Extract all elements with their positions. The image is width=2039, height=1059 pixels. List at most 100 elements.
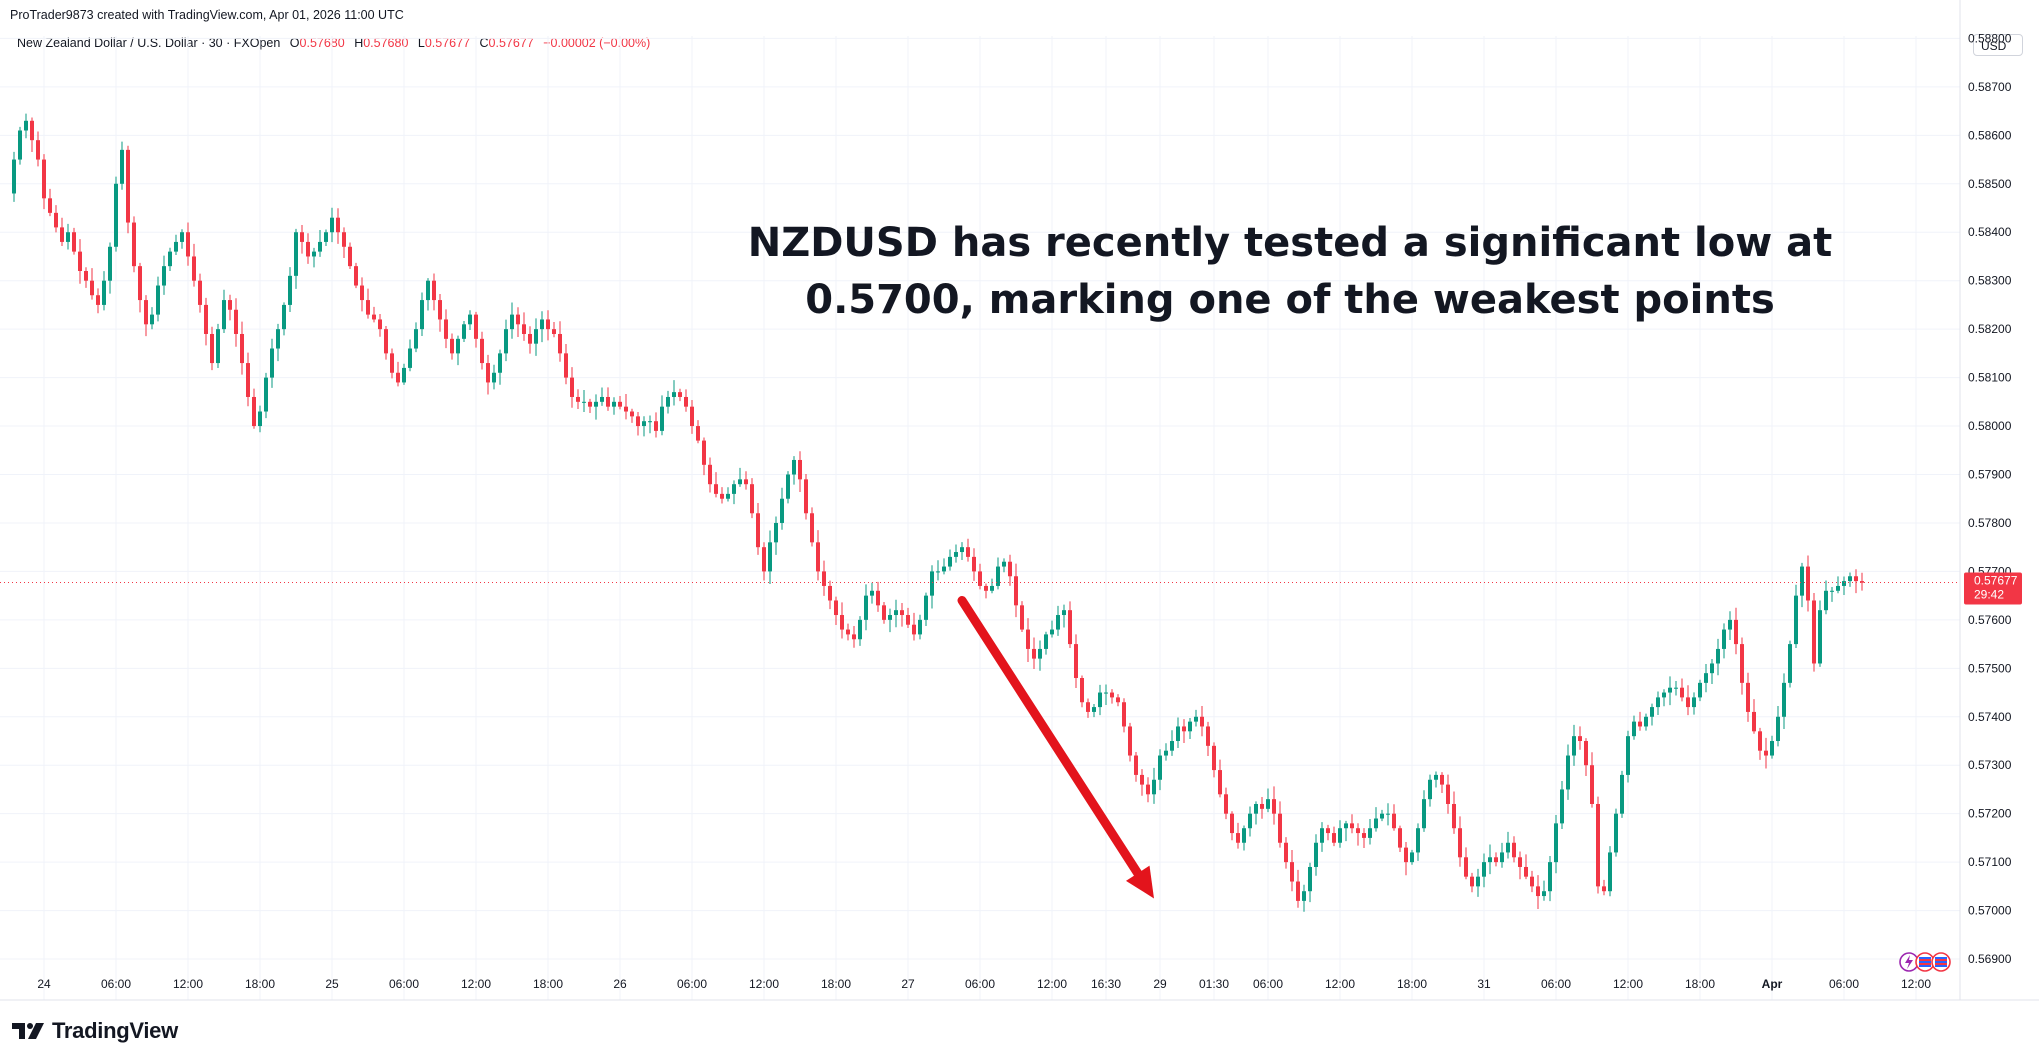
candle: [1050, 620, 1054, 638]
candle: [1278, 801, 1282, 848]
candle: [1002, 558, 1006, 573]
candle: [858, 616, 862, 646]
candle: [1008, 554, 1012, 586]
candle: [1818, 600, 1822, 667]
candle: [1812, 593, 1816, 672]
candle: [1800, 562, 1804, 608]
candle: [480, 331, 484, 370]
time-tick-label: 26: [613, 977, 627, 991]
candle: [1668, 676, 1672, 706]
candle: [1752, 699, 1756, 734]
candle: [1020, 601, 1024, 633]
time-tick-label: 24: [37, 977, 51, 991]
candle: [1716, 638, 1720, 676]
price-axis[interactable]: 0.58800 0.58700 0.58600 0.58500 0.58400 0.583…: [1968, 31, 2012, 966]
candle: [1098, 684, 1102, 716]
candle: [636, 411, 640, 436]
candle: [114, 176, 118, 252]
candle: [762, 542, 766, 581]
time-tick-label: 27: [901, 977, 915, 991]
candle: [60, 217, 64, 247]
candle: [798, 451, 802, 493]
candle: [1086, 698, 1090, 718]
candle: [240, 321, 244, 375]
symbol-name[interactable]: New Zealand Dollar / U.S. Dollar · 30 · …: [17, 36, 281, 50]
candle: [450, 333, 454, 360]
candle: [1530, 870, 1534, 893]
candle: [1728, 611, 1732, 640]
candle: [156, 276, 160, 322]
candle: [1740, 637, 1744, 695]
last-price-value: 0.57677: [1974, 574, 2018, 588]
time-tick-label: 12:00: [1037, 977, 1067, 991]
time-tick-label: 12:00: [1901, 977, 1931, 991]
candle: [1158, 749, 1162, 791]
flag-stripe: [1935, 959, 1947, 961]
candle: [456, 335, 460, 366]
candle: [1590, 752, 1594, 808]
candle: [1356, 823, 1360, 846]
candle: [882, 601, 886, 624]
candle: [630, 408, 634, 423]
candle: [1794, 584, 1798, 648]
candle: [1488, 844, 1492, 875]
candle: [1608, 846, 1612, 897]
candle: [1422, 790, 1426, 832]
time-tick-label: 06:00: [101, 977, 131, 991]
candle: [1038, 640, 1042, 671]
candle: [216, 323, 220, 369]
candle: [1854, 569, 1858, 594]
candle: [1266, 788, 1270, 813]
candle: [1650, 703, 1654, 726]
candle: [1110, 689, 1114, 704]
candle: [414, 322, 418, 353]
candle: [1032, 637, 1036, 670]
candle: [84, 267, 88, 288]
candle: [66, 223, 70, 250]
candle: [1326, 824, 1330, 841]
candle: [516, 307, 520, 338]
candle: [1446, 774, 1450, 814]
candle: [1602, 879, 1606, 896]
time-tick-label: 25: [325, 977, 339, 991]
candle: [720, 487, 724, 504]
candle: [1224, 787, 1228, 820]
candle: [474, 311, 478, 348]
time-tick-label: 01:30: [1199, 977, 1229, 991]
candle: [252, 388, 256, 429]
candle: [570, 367, 574, 408]
flag-stripe: [1919, 963, 1931, 965]
candle: [1014, 563, 1018, 618]
candle: [1758, 727, 1762, 760]
time-tick-label: 06:00: [389, 977, 419, 991]
time-tick-label: 18:00: [533, 977, 563, 991]
candle: [1692, 692, 1696, 715]
price-tick-label: 0.57100: [1968, 855, 2012, 869]
candle: [1230, 811, 1234, 841]
candle: [1746, 672, 1750, 722]
candle: [948, 549, 952, 571]
open-value: 0.57680: [299, 36, 345, 50]
candle: [900, 602, 904, 627]
candle: [1452, 791, 1456, 834]
candle: [1710, 658, 1714, 684]
price-tick-label: 0.57600: [1968, 613, 2012, 627]
candle: [828, 580, 832, 610]
candle: [120, 141, 124, 190]
candle: [1680, 678, 1684, 702]
currency-button[interactable]: USD: [1973, 34, 2023, 56]
candle: [1644, 713, 1648, 731]
candle: [12, 151, 16, 202]
candle: [1146, 777, 1150, 803]
price-tick-label: 0.58500: [1968, 177, 2012, 191]
events-badges[interactable]: [1899, 952, 1951, 972]
candle: [774, 516, 778, 555]
time-tick-label: 18:00: [821, 977, 851, 991]
candle: [198, 273, 202, 313]
time-axis[interactable]: 24 06:00 12:00 18:00 25 06:00 12:00 18:00 26 06:0…: [37, 977, 1931, 991]
tradingview-logo-icon: [12, 1023, 44, 1039]
tradingview-logo[interactable]: TradingView: [12, 1018, 178, 1044]
candle: [744, 471, 748, 490]
candle: [1542, 880, 1546, 901]
